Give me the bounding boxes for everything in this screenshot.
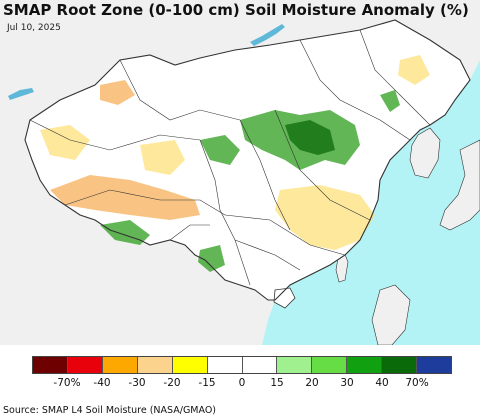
dry-anomaly-southeast [275, 185, 375, 250]
lake-balkhash [8, 88, 34, 100]
legend-label: 40 [375, 377, 389, 389]
legend-swatch [137, 357, 173, 373]
legend-swatch [382, 357, 418, 373]
philippines-landmass [371, 284, 411, 345]
strong-wet-anomaly [285, 120, 335, 155]
map-date: Jul 10, 2025 [7, 23, 61, 33]
legend-swatch [417, 357, 452, 373]
legend-swatch [102, 357, 138, 373]
dry-anomaly-west [40, 125, 90, 160]
legend-label: -20 [163, 377, 181, 389]
legend-swatch [242, 357, 278, 373]
wet-anomaly-northeast [380, 90, 400, 112]
legend-label: 0 [238, 377, 246, 389]
wet-anomaly-central [200, 135, 240, 165]
legend-swatch [277, 357, 313, 373]
border-line [274, 109, 371, 221]
legend-label: 70% [405, 377, 429, 389]
province-borders [29, 29, 431, 286]
border-line [199, 139, 251, 286]
legend-swatch [33, 357, 68, 373]
legend-label: -40 [93, 377, 111, 389]
legend-swatch [67, 357, 103, 373]
map-canvas [0, 0, 480, 345]
source-credit: Source: SMAP L4 Soil Moisture (NASA/GMAO… [3, 405, 217, 416]
legend-label: -30 [128, 377, 146, 389]
soil-moisture-map: SMAP Root Zone (0-100 cm) Soil Moisture … [0, 0, 480, 345]
wet-anomaly-yunnan [198, 245, 225, 272]
legend-label: 15 [270, 377, 284, 389]
border-line [299, 39, 411, 141]
legend-swatch [172, 357, 208, 373]
anomaly-patches [40, 55, 430, 272]
legend-swatch [347, 357, 383, 373]
border-line [169, 224, 210, 241]
legend-label: -15 [198, 377, 216, 389]
dry-anomaly-northwest [100, 80, 135, 105]
legend-labels: -70% -40 -30 -20 -15 0 15 20 30 40 70% [32, 377, 452, 391]
legend-swatch [207, 357, 243, 373]
border-line [119, 59, 241, 121]
map-title: SMAP Root Zone (0-100 cm) Soil Moisture … [3, 1, 469, 19]
border-line [359, 29, 431, 126]
border-line [29, 119, 201, 151]
legend-label: 20 [305, 377, 319, 389]
dry-anomaly-northeast [398, 55, 430, 85]
dry-anomaly-qinghai [140, 140, 185, 175]
legend-swatch [312, 357, 348, 373]
border-line [64, 189, 226, 216]
dry-anomaly-tibet [50, 175, 200, 220]
china-outline [24, 19, 471, 301]
border-line [239, 119, 291, 231]
lake-baikal [250, 24, 285, 46]
legend-label: 30 [340, 377, 354, 389]
korea-landmass [409, 127, 441, 179]
legend-label: -70% [53, 377, 81, 389]
color-legend [32, 356, 452, 374]
border-line [224, 214, 346, 256]
japan-landmass [439, 139, 480, 231]
border-line [234, 239, 301, 271]
